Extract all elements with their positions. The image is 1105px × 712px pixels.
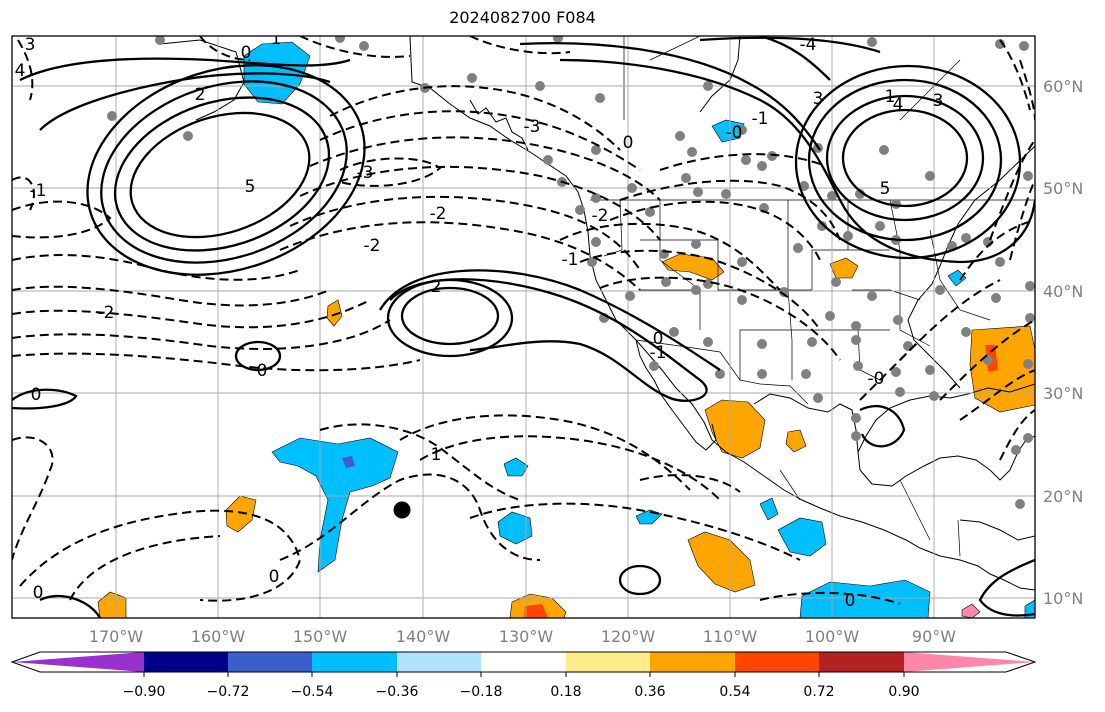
colorbar-segment bbox=[144, 652, 228, 672]
contour-label: 0 bbox=[257, 361, 268, 381]
colorbar-segment bbox=[312, 652, 397, 672]
colorbar-label: −0.36 bbox=[376, 684, 419, 700]
contour-label: -3 bbox=[357, 163, 374, 183]
colorbar-label: 0.18 bbox=[550, 684, 581, 700]
lon-label: 100°W bbox=[805, 627, 860, 646]
colorbar-segment bbox=[904, 652, 1035, 672]
contour-label: -2 bbox=[430, 204, 447, 224]
contour-label: -2 bbox=[364, 236, 381, 256]
contour-label: 1 bbox=[431, 445, 442, 465]
lat-label: 50°N bbox=[1043, 179, 1083, 198]
colorbar-label: 0.36 bbox=[634, 684, 665, 700]
longitude-labels: 170°W 160°W 150°W 140°W 130°W 120°W 110°… bbox=[89, 627, 956, 646]
contour-label: -2 bbox=[98, 303, 115, 323]
positive-anomaly-shading bbox=[97, 253, 1035, 618]
colorbar-label: −0.18 bbox=[460, 684, 503, 700]
contour-label: -4 bbox=[800, 35, 817, 55]
colorbar-label: −0.72 bbox=[207, 684, 250, 700]
lon-label: 110°W bbox=[703, 627, 758, 646]
solid-contours bbox=[12, 36, 1035, 618]
lat-label: 60°N bbox=[1043, 77, 1083, 96]
lon-label: 90°W bbox=[912, 627, 956, 646]
colorbar-segment bbox=[481, 652, 566, 672]
negative-anomaly-shading bbox=[243, 41, 1035, 618]
colorbar-label: 0.54 bbox=[719, 684, 750, 700]
contour-label: 0 bbox=[31, 385, 42, 405]
contour-label: 2 bbox=[195, 85, 206, 105]
contour-label: -1 bbox=[752, 109, 769, 129]
contour-label: 5 bbox=[245, 177, 256, 197]
coastlines bbox=[159, 36, 1035, 591]
lat-label: 10°N bbox=[1043, 589, 1083, 608]
colorbar-outline bbox=[10, 651, 1037, 673]
contour-label: 0 bbox=[241, 43, 252, 63]
colorbar-segment bbox=[735, 652, 819, 672]
contour-label: 3 bbox=[933, 91, 944, 111]
colorbar-label: −0.90 bbox=[123, 684, 166, 700]
colorbar-segments bbox=[10, 651, 1037, 673]
colorbar-label: 0.72 bbox=[803, 684, 834, 700]
dashed-contours bbox=[12, 36, 1035, 605]
contour-label: 4 bbox=[893, 95, 904, 115]
contour-label: 0 bbox=[33, 583, 44, 603]
colorbar-segment bbox=[566, 652, 650, 672]
station-markers bbox=[107, 36, 1035, 509]
colorbar-label: 0.90 bbox=[888, 684, 919, 700]
contour-label: 0 bbox=[845, 591, 856, 611]
map-frame bbox=[11, 35, 1036, 619]
storm-marker bbox=[393, 501, 411, 519]
colorbar-segment bbox=[819, 652, 904, 672]
lon-label: 150°W bbox=[293, 627, 348, 646]
contour-label: -1 bbox=[30, 181, 47, 201]
lat-label: 30°N bbox=[1043, 384, 1083, 403]
colorbar-segment bbox=[397, 652, 481, 672]
contour-label: -2 bbox=[592, 206, 609, 226]
contour-label: 3 bbox=[25, 35, 36, 55]
contour-label: 5 bbox=[880, 179, 891, 199]
contour-label: -1 bbox=[562, 250, 579, 270]
contour-label: 1 bbox=[885, 87, 896, 107]
lat-label: 40°N bbox=[1043, 282, 1083, 301]
latitude-labels: 60°N 50°N 40°N 30°N 20°N 10°N bbox=[1043, 77, 1083, 608]
colorbar-label: −0.54 bbox=[291, 684, 334, 700]
contour-label: -0 bbox=[868, 369, 885, 389]
colorbar-ticks bbox=[143, 672, 905, 677]
contour-label: -3 bbox=[524, 117, 541, 137]
contour-label: 0 bbox=[269, 567, 280, 587]
contour-labels: 0 1 3 4 -2 2 -3 -2 -2 0 2 0 1 0 -1 0 -1 … bbox=[15, 29, 944, 611]
map-title: 2024082700 F084 bbox=[449, 8, 596, 27]
contour-label: 0 bbox=[653, 329, 664, 349]
colorbar-segment bbox=[228, 652, 312, 672]
lon-label: 160°W bbox=[191, 627, 246, 646]
contour-label: -0 bbox=[726, 123, 743, 143]
lon-label: 170°W bbox=[89, 627, 144, 646]
lon-label: 120°W bbox=[601, 627, 656, 646]
contour-label: 4 bbox=[15, 61, 26, 81]
contour-label: 2 bbox=[431, 277, 442, 297]
map-panel: 0 1 3 4 -2 2 -3 -2 -2 0 2 0 1 0 -1 0 -1 … bbox=[12, 29, 1035, 618]
colorbar: −0.90 −0.72 −0.54 −0.36 −0.18 0.18 0.36 … bbox=[10, 651, 1037, 700]
lat-label: 20°N bbox=[1043, 487, 1083, 506]
contour-label: 1 bbox=[271, 29, 282, 49]
colorbar-tick-labels: −0.90 −0.72 −0.54 −0.36 −0.18 0.18 0.36 … bbox=[123, 684, 920, 700]
colorbar-segment bbox=[12, 652, 144, 672]
lon-label: 130°W bbox=[499, 627, 554, 646]
contour-label: 3 bbox=[813, 89, 824, 109]
lon-label: 140°W bbox=[396, 627, 451, 646]
contour-label: 0 bbox=[623, 133, 634, 153]
contour-label: -1 bbox=[650, 343, 667, 363]
colorbar-segment bbox=[650, 652, 735, 672]
